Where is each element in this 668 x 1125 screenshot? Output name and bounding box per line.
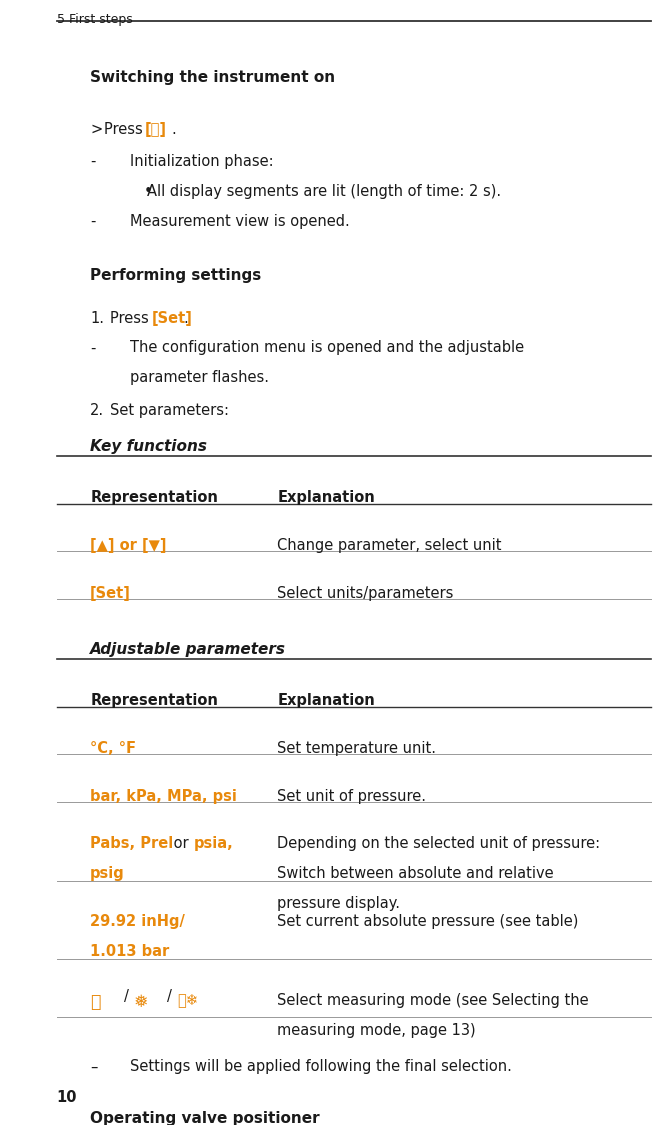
Text: Switching the instrument on: Switching the instrument on — [90, 70, 335, 84]
Text: Depending on the selected unit of pressure:: Depending on the selected unit of pressu… — [277, 836, 601, 852]
Text: psia,: psia, — [194, 836, 234, 852]
Text: [▲] or [▼]: [▲] or [▼] — [90, 538, 167, 552]
Text: Measurement view is opened.: Measurement view is opened. — [130, 214, 350, 228]
Text: measuring mode, page 13): measuring mode, page 13) — [277, 1023, 476, 1037]
Text: .: . — [172, 122, 176, 136]
Text: °C, °F: °C, °F — [90, 740, 136, 756]
Text: parameter flashes.: parameter flashes. — [130, 370, 269, 385]
Text: Switch between absolute and relative: Switch between absolute and relative — [277, 866, 554, 881]
Text: Press: Press — [110, 310, 154, 325]
Text: Pabs, Prel: Pabs, Prel — [90, 836, 174, 852]
Text: -: - — [90, 341, 96, 356]
Text: psig: psig — [90, 866, 125, 881]
Text: 🔥: 🔥 — [90, 993, 101, 1011]
Text: 10: 10 — [57, 1090, 77, 1105]
Text: Press: Press — [104, 122, 147, 136]
Text: /: / — [124, 990, 128, 1005]
Text: 2.: 2. — [90, 403, 104, 418]
Text: Set temperature unit.: Set temperature unit. — [277, 740, 436, 756]
Text: Initialization phase:: Initialization phase: — [130, 154, 274, 169]
Text: [Set]: [Set] — [152, 310, 192, 325]
Text: Key functions: Key functions — [90, 439, 207, 453]
Text: [⏻]: [⏻] — [145, 122, 167, 136]
Text: bar, kPa, MPa, psi: bar, kPa, MPa, psi — [90, 789, 237, 803]
Text: Set unit of pressure.: Set unit of pressure. — [277, 789, 426, 803]
Text: Select measuring mode (see Selecting the: Select measuring mode (see Selecting the — [277, 993, 589, 1008]
Text: Performing settings: Performing settings — [90, 268, 261, 282]
Text: ❅: ❅ — [134, 993, 148, 1011]
Text: Explanation: Explanation — [277, 490, 375, 505]
Text: [Set]: [Set] — [90, 586, 131, 601]
Text: -: - — [90, 214, 96, 228]
Text: or: or — [169, 836, 193, 852]
Text: Operating valve positioner: Operating valve positioner — [90, 1112, 320, 1125]
Text: 🔥❄: 🔥❄ — [177, 993, 198, 1008]
Text: /: / — [167, 990, 172, 1005]
Text: Settings will be applied following the final selection.: Settings will be applied following the f… — [130, 1060, 512, 1074]
Text: All display segments are lit (length of time: 2 s).: All display segments are lit (length of … — [147, 184, 501, 199]
Text: Set current absolute pressure (see table): Set current absolute pressure (see table… — [277, 914, 578, 929]
Text: Change parameter, select unit: Change parameter, select unit — [277, 538, 502, 552]
Text: Representation: Representation — [90, 490, 218, 505]
Text: 1.: 1. — [90, 310, 104, 325]
Text: Set parameters:: Set parameters: — [110, 403, 229, 418]
Text: 5 First steps: 5 First steps — [57, 14, 132, 27]
Text: -: - — [90, 154, 96, 169]
Text: Explanation: Explanation — [277, 693, 375, 708]
Text: Representation: Representation — [90, 693, 218, 708]
Text: –: – — [90, 1060, 98, 1074]
Text: The configuration menu is opened and the adjustable: The configuration menu is opened and the… — [130, 341, 524, 356]
Text: Adjustable parameters: Adjustable parameters — [90, 642, 286, 657]
Text: .: . — [184, 310, 188, 325]
Text: Select units/parameters: Select units/parameters — [277, 586, 454, 601]
Text: 29.92 inHg/: 29.92 inHg/ — [90, 914, 185, 929]
Text: 1.013 bar: 1.013 bar — [90, 944, 170, 958]
Text: >: > — [90, 122, 102, 136]
Text: •: • — [144, 184, 152, 199]
Text: pressure display.: pressure display. — [277, 896, 400, 911]
